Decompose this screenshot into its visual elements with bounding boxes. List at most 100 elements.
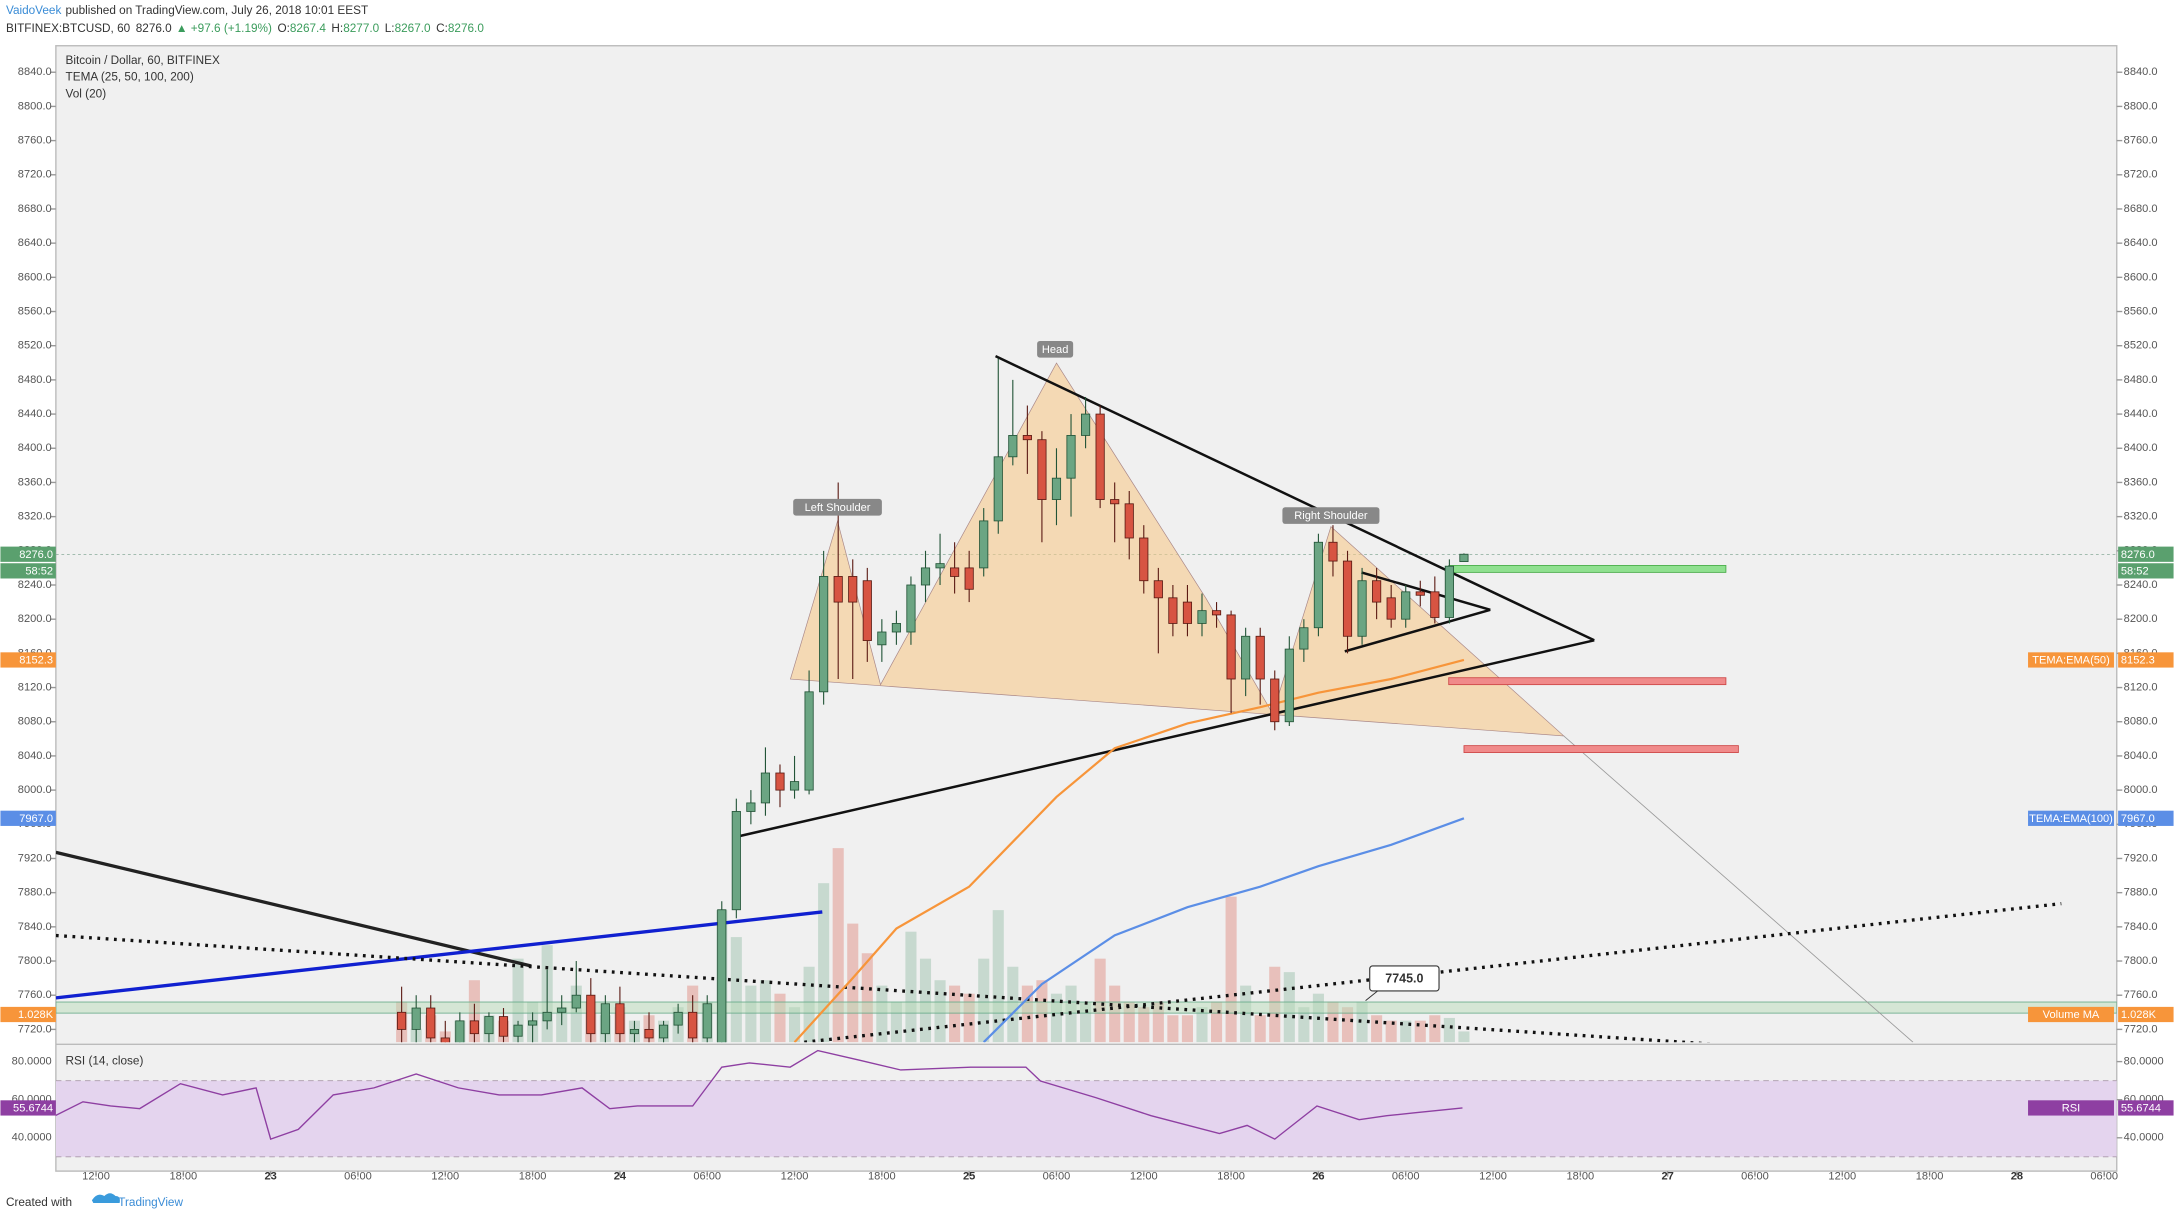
y-tick-label: 8600.0 bbox=[2124, 271, 2158, 283]
x-tick-label: 12:00 bbox=[781, 1171, 809, 1183]
y-tick-label: 8360.0 bbox=[18, 476, 52, 488]
rsi-tag-name-box bbox=[2028, 1100, 2114, 1116]
y-tick-label: 7760.0 bbox=[18, 989, 52, 1001]
candle-body bbox=[688, 1011, 698, 1039]
trendline bbox=[994, 355, 1595, 642]
candle-body bbox=[1444, 565, 1454, 618]
volume-bar bbox=[1021, 985, 1033, 1043]
candle-body bbox=[629, 1028, 640, 1035]
x-tick-label: 18:00 bbox=[1217, 1171, 1245, 1183]
x-tick-label: 06:00 bbox=[2090, 1171, 2118, 1183]
countdown-tag: 58:52 bbox=[2121, 565, 2149, 577]
ohlc-key: C: bbox=[436, 22, 448, 35]
annotation: Head bbox=[1042, 344, 1068, 356]
rsi-band bbox=[55, 1080, 2117, 1157]
candle-body bbox=[644, 1028, 654, 1039]
ohlc-value: 8277.0 bbox=[343, 22, 379, 35]
volume-bar bbox=[512, 958, 524, 1043]
y-tick-label: 8080.0 bbox=[2124, 716, 2158, 728]
y-tick-label: 8440.0 bbox=[18, 408, 52, 420]
stop-zone bbox=[1463, 745, 1739, 753]
x-tick-label: 26 bbox=[1312, 1171, 1324, 1183]
volume-ma-tag-box bbox=[0, 1006, 56, 1023]
tema-tag-name: TEMA:EMA(50) bbox=[2032, 655, 2110, 667]
price-note-box bbox=[1369, 965, 1440, 992]
ohlc-key: O: bbox=[277, 22, 289, 35]
author: VaidoVeek bbox=[6, 4, 62, 17]
candle-body bbox=[469, 1020, 479, 1035]
last-price-tag: 8276.0 bbox=[2121, 549, 2155, 561]
indicator-lines bbox=[793, 658, 1465, 1043]
y-tick-label: 7840.0 bbox=[18, 921, 52, 933]
plot-border bbox=[55, 45, 2118, 1172]
x-tick-label: 18:00 bbox=[868, 1171, 896, 1183]
y-tick-label: 7840.0 bbox=[2124, 921, 2158, 933]
x-tick-label: 25 bbox=[963, 1171, 975, 1183]
candle-body bbox=[702, 1003, 712, 1039]
rsi-pane bbox=[55, 1049, 2117, 1158]
volume-bar bbox=[1414, 1020, 1426, 1043]
y-tick-label: 7920.0 bbox=[2124, 852, 2158, 864]
x-tick-label: 23 bbox=[264, 1171, 276, 1183]
rsi-tag-box bbox=[2118, 1100, 2174, 1116]
x-tick-label: 18:00 bbox=[1916, 1171, 1944, 1183]
volume-bar bbox=[919, 958, 932, 1043]
volume-bar bbox=[876, 985, 888, 1043]
candle-body bbox=[1386, 597, 1396, 620]
candle-body bbox=[455, 1020, 465, 1043]
y-tick-label: 8120.0 bbox=[2124, 681, 2158, 693]
tema-tag: 8152.3 bbox=[19, 655, 53, 667]
y-tick-label: 8400.0 bbox=[18, 442, 52, 454]
volume-bar bbox=[992, 910, 1004, 1043]
y-tick-label: 8760.0 bbox=[2124, 135, 2158, 147]
y-tick-label: 8000.0 bbox=[18, 784, 52, 796]
volume-bar bbox=[1050, 993, 1063, 1043]
last-price-tag: 8276.0 bbox=[19, 549, 53, 561]
volume-bar bbox=[1385, 1020, 1397, 1043]
candle-body bbox=[571, 994, 581, 1009]
rsi-tick-label: 40.0000 bbox=[12, 1132, 52, 1144]
x-tick-label: 12:00 bbox=[431, 1171, 459, 1183]
last-price: 8276.0 bbox=[136, 22, 172, 35]
candle-body bbox=[891, 623, 901, 633]
candle-body bbox=[848, 576, 858, 603]
candle-body bbox=[746, 802, 756, 812]
y-tick-label: 8560.0 bbox=[18, 305, 52, 317]
y-tick-label: 8440.0 bbox=[2124, 408, 2158, 420]
volume-bar bbox=[1298, 1007, 1310, 1043]
y-tick-label: 8680.0 bbox=[2124, 203, 2158, 215]
y-tick-label: 8360.0 bbox=[2124, 476, 2158, 488]
rsi-tag-box bbox=[0, 1100, 56, 1116]
volume-bar bbox=[1152, 1001, 1164, 1043]
candle-body bbox=[440, 1037, 450, 1043]
volume-bar bbox=[847, 923, 859, 1043]
x-tick-label: 27 bbox=[1662, 1171, 1674, 1183]
volume-bar bbox=[1080, 1001, 1092, 1043]
candle-body bbox=[1372, 580, 1382, 603]
ohlc: O:8267.4 H:8277.0 L:8267.0 C:8276.0 bbox=[277, 22, 484, 35]
candle-body bbox=[775, 772, 785, 791]
candle-body bbox=[1459, 553, 1469, 562]
candle-body bbox=[1066, 435, 1076, 479]
y-tick-label: 8760.0 bbox=[18, 135, 52, 147]
rsi-tick-label: 80.0000 bbox=[12, 1056, 52, 1068]
y-tick-label: 8840.0 bbox=[18, 66, 52, 78]
x-tick-label: 06:00 bbox=[344, 1171, 372, 1183]
header-line1: VaidoVeek published on TradingView.com, J… bbox=[6, 4, 368, 17]
volume-bar bbox=[1138, 1007, 1150, 1043]
candle-body bbox=[819, 576, 829, 693]
volume-bar bbox=[1181, 1015, 1193, 1043]
chart-title: Bitcoin / Dollar, 60, BITFINEX bbox=[66, 54, 220, 67]
volume-bar bbox=[774, 993, 786, 1043]
y-tick-label: 7880.0 bbox=[2124, 887, 2158, 899]
candle-body bbox=[1182, 601, 1193, 624]
x-tick-label: 12:00 bbox=[1130, 1171, 1158, 1183]
tema-tag: 8152.3 bbox=[2121, 655, 2155, 667]
volume-bar bbox=[1254, 1015, 1266, 1043]
candle-body bbox=[426, 1007, 436, 1039]
y-tick-label: 8120.0 bbox=[18, 681, 52, 693]
candle-body bbox=[1022, 435, 1032, 441]
volume-bar bbox=[890, 1001, 902, 1043]
candle-body bbox=[513, 1024, 523, 1037]
